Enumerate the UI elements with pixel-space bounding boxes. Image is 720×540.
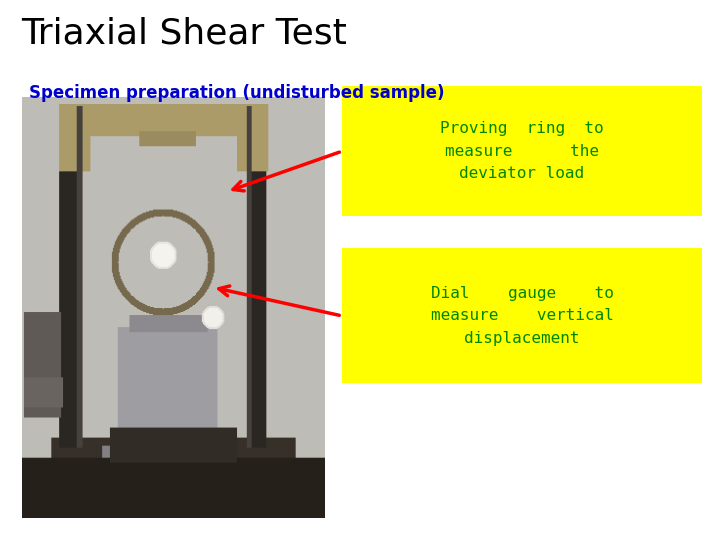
Bar	[342, 248, 702, 383]
Text: Specimen preparation (undisturbed sample): Specimen preparation (undisturbed sample…	[29, 84, 444, 102]
Text: Triaxial Shear Test: Triaxial Shear Test	[22, 16, 348, 50]
Text: Dial    gauge    to
measure    vertical
displacement: Dial gauge to measure vertical displacem…	[431, 286, 613, 346]
Text: Proving  ring  to
measure      the
deviator load: Proving ring to measure the deviator loa…	[440, 122, 604, 181]
Bar	[342, 86, 702, 216]
